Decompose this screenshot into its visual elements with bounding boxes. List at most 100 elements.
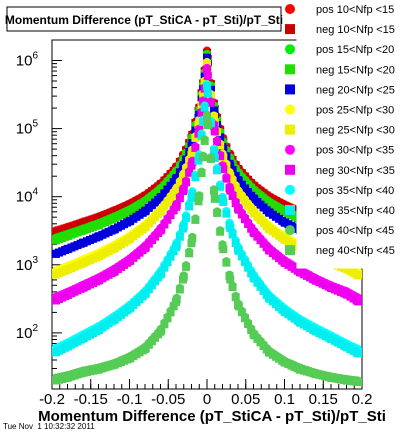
footer-timestamp: Tue Nov 1 10:32:32 2011 (3, 422, 95, 431)
legend-marker (285, 164, 295, 175)
data-point (219, 165, 228, 174)
data-point (354, 349, 362, 358)
data-point (231, 199, 240, 208)
legend-marker (285, 4, 295, 14)
data-point (216, 152, 225, 161)
data-point (226, 275, 235, 284)
data-point (219, 245, 228, 254)
data-point (228, 176, 237, 185)
legend-marker (285, 24, 295, 35)
data-point (197, 169, 206, 178)
data-point (203, 112, 211, 121)
data-point (234, 302, 243, 311)
data-point (234, 205, 243, 214)
data-point (163, 314, 172, 323)
data-point (354, 297, 362, 306)
y-tick-exponent: 3 (32, 255, 38, 266)
data-point (250, 274, 259, 283)
data-point (179, 273, 188, 282)
data-point (213, 208, 222, 217)
data-point (160, 263, 169, 272)
data-point (188, 158, 197, 167)
data-point (166, 308, 175, 317)
data-point (179, 185, 188, 194)
data-point (166, 194, 175, 203)
data-point (187, 239, 196, 248)
data-point (206, 154, 215, 163)
legend-label: pos 15<Nfp <20 (316, 44, 394, 56)
data-point (222, 258, 231, 267)
data-point (185, 202, 194, 211)
data-point (200, 103, 209, 112)
data-point (195, 126, 204, 135)
data-point (203, 59, 211, 68)
data-point (237, 308, 246, 317)
legend-label: neg 25<Nfp <30 (316, 125, 395, 137)
y-tick-exponent: 5 (32, 119, 38, 130)
data-point (203, 65, 211, 74)
y-tick-label: 104 (16, 187, 39, 206)
legend-label: pos 25<Nfp <30 (316, 105, 394, 117)
chart-title: Momentum Difference (pT_StiCA - pT_Sti)/… (5, 13, 283, 27)
data-point (231, 171, 240, 180)
data-point (213, 166, 222, 175)
legend-marker (285, 225, 295, 236)
data-point (197, 108, 206, 117)
legend-marker (285, 84, 295, 95)
data-point (187, 193, 196, 202)
data-point (179, 222, 188, 231)
data-point (231, 239, 240, 248)
legend-label: pos 40<Nfp <45 (316, 225, 394, 237)
data-point (237, 252, 246, 261)
legend-label: neg 15<Nfp <20 (316, 64, 395, 76)
data-point (231, 293, 240, 302)
data-point (195, 192, 204, 201)
legend-marker (285, 64, 295, 75)
data-point (172, 201, 181, 210)
y-tick-label: 102 (16, 323, 39, 342)
data-point (222, 174, 231, 183)
plot-area: -0.2 -0.15 -0.1 -0.05 0 0.05 0.1 0.15 0.21021031… (16, 39, 372, 408)
data-point (209, 147, 218, 156)
x-tick-label: 0.05 (231, 391, 260, 408)
data-point (256, 282, 265, 291)
y-tick-base: 10 (16, 189, 33, 206)
y-tick-label: 103 (16, 255, 39, 274)
data-point (175, 179, 184, 188)
series-10 (52, 82, 362, 358)
legend-label: pos 10<Nfp <15 (316, 4, 394, 16)
data-point (191, 215, 200, 224)
data-point (169, 302, 178, 311)
data-point (182, 213, 191, 222)
data-point (259, 286, 268, 295)
data-point (185, 168, 194, 177)
data-point (157, 326, 166, 335)
data-point (199, 90, 208, 99)
data-point (166, 252, 175, 261)
data-point (163, 215, 172, 224)
legend-marker (285, 104, 295, 115)
data-point (157, 206, 166, 215)
data-point (157, 225, 166, 234)
legend-label: neg 20<Nfp <25 (316, 84, 395, 96)
data-point (175, 194, 184, 203)
data-point (191, 143, 200, 152)
x-tick-label: 0.15 (309, 391, 338, 408)
data-point (182, 262, 191, 271)
y-tick-label: 106 (16, 50, 39, 69)
legend-marker (285, 144, 295, 155)
data-point (253, 278, 262, 287)
data-point (179, 171, 188, 180)
data-point (228, 283, 237, 292)
data-point (188, 234, 197, 243)
data-point (210, 194, 219, 203)
data-point (240, 314, 249, 323)
data-point (163, 258, 172, 267)
x-tick-label: -0.1 (117, 391, 143, 408)
data-point (194, 197, 203, 206)
data-point (226, 186, 235, 195)
data-point (226, 224, 235, 233)
data-point (203, 72, 212, 81)
data-point (237, 210, 246, 219)
data-point (240, 215, 249, 224)
